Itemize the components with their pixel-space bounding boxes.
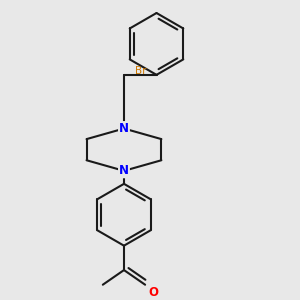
Text: N: N xyxy=(119,122,129,135)
Text: N: N xyxy=(119,164,129,177)
Text: Br: Br xyxy=(135,66,146,76)
Text: O: O xyxy=(148,286,158,299)
